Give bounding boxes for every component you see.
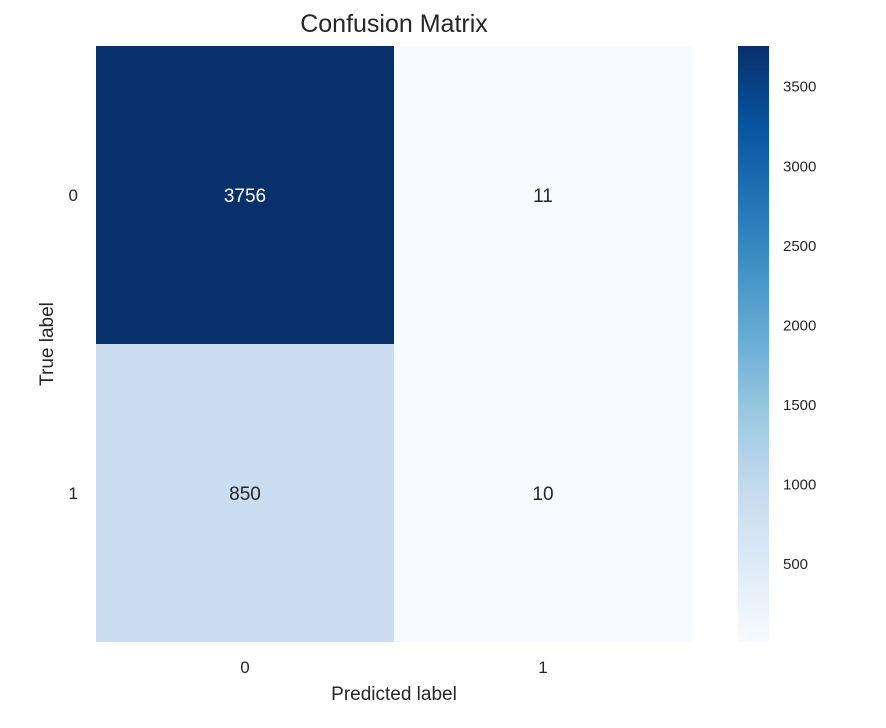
x-tick-label: 0: [240, 658, 249, 677]
colorbar: [738, 46, 769, 642]
matrix-cell-labels: 3756 11 850 10: [224, 186, 554, 505]
chart-title: Confusion Matrix: [300, 10, 488, 38]
cell-value-0-0: 3756: [224, 186, 266, 207]
y-tick-label: 1: [69, 484, 78, 503]
colorbar-tick-label: 3000: [783, 158, 816, 175]
matrix-cell-1-1: [394, 344, 692, 642]
colorbar-tick-label: 1000: [783, 476, 816, 493]
matrix-cell-0-0: [96, 46, 394, 344]
x-axis-label: Predicted label: [331, 684, 457, 705]
y-axis-label: True label: [37, 302, 58, 386]
matrix-cell-0-1: [394, 46, 692, 344]
colorbar-tick-label: 500: [783, 556, 808, 573]
colorbar-tick-label: 2500: [783, 238, 816, 255]
cell-value-0-1: 11: [533, 186, 553, 207]
cell-value-1-0: 850: [229, 484, 261, 505]
x-tick-label: 1: [538, 658, 547, 677]
matrix-cell-1-0: [96, 344, 394, 642]
matrix-cells: [96, 46, 692, 642]
colorbar-ticks: 500 1000 1500 2000 2500 3000 3500: [783, 79, 816, 573]
colorbar-tick-label: 2000: [783, 317, 816, 334]
colorbar-tick-label: 3500: [783, 79, 816, 96]
y-tick-label: 0: [69, 186, 78, 205]
colorbar-tick-label: 1500: [783, 397, 816, 414]
cell-value-1-1: 10: [532, 484, 553, 505]
y-axis-ticks: 01: [69, 186, 78, 503]
